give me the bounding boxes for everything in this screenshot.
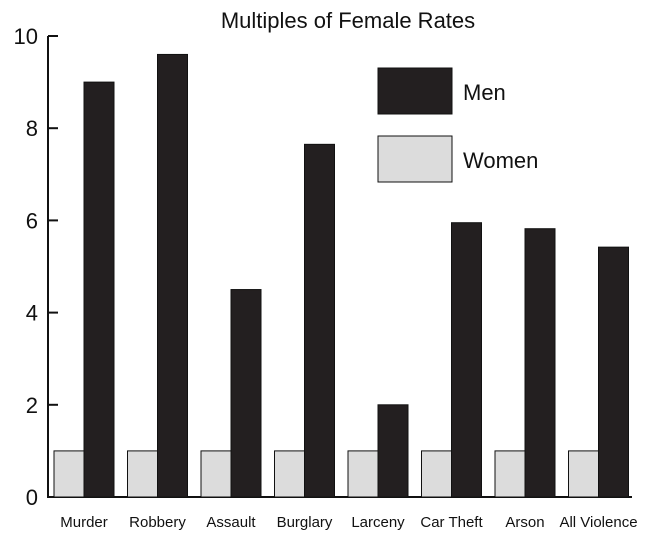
- bar-men-car-theft: [451, 222, 482, 498]
- bar-men-robbery: [157, 53, 188, 498]
- x-tick-label: Car Theft: [420, 514, 483, 531]
- chart-title: Multiples of Female Rates: [221, 8, 475, 33]
- y-axis-ticks: 0 2 4 6 8 10: [14, 24, 58, 510]
- bar-women-car-theft: [421, 450, 452, 498]
- bar-women-burglary: [274, 450, 305, 498]
- legend-label-men: Men: [463, 80, 506, 105]
- bar-men-assault: [230, 289, 262, 498]
- chart-legend: Men Women: [377, 67, 538, 183]
- y-tick-label: 2: [26, 393, 38, 418]
- y-tick-label: 10: [14, 24, 38, 49]
- bar-women-robbery: [127, 450, 158, 498]
- x-tick-label: Robbery: [129, 514, 186, 531]
- x-tick-label: Burglary: [277, 514, 333, 531]
- bar-men-murder: [83, 81, 115, 498]
- bar-men-larceny: [377, 404, 409, 498]
- x-tick-label: Larceny: [351, 514, 405, 531]
- bar-women-arson: [494, 450, 526, 498]
- bar-women-all-violence: [568, 450, 599, 498]
- x-tick-label: All Violence: [559, 514, 637, 531]
- x-tick-label: Arson: [505, 514, 544, 531]
- bar-men-all-violence: [598, 246, 629, 498]
- bar-men-arson: [524, 228, 556, 498]
- bar-women-murder: [53, 450, 85, 498]
- y-tick-label: 6: [26, 208, 38, 233]
- x-tick-label: Assault: [206, 514, 256, 531]
- legend-swatch-men: [377, 67, 453, 115]
- bar-women-larceny: [347, 450, 379, 498]
- x-tick-label: Murder: [60, 514, 108, 531]
- y-tick-label: 8: [26, 116, 38, 141]
- chart-bars: [53, 53, 629, 498]
- legend-label-women: Women: [463, 148, 538, 173]
- y-tick-label: 4: [26, 301, 38, 326]
- legend-swatch-women: [377, 135, 453, 183]
- bar-men-burglary: [304, 143, 335, 498]
- x-axis-labels: Murder Robbery Assault Burglary Larceny Car T…: [60, 514, 637, 531]
- bar-women-assault: [200, 450, 232, 498]
- y-tick-label: 0: [26, 485, 38, 510]
